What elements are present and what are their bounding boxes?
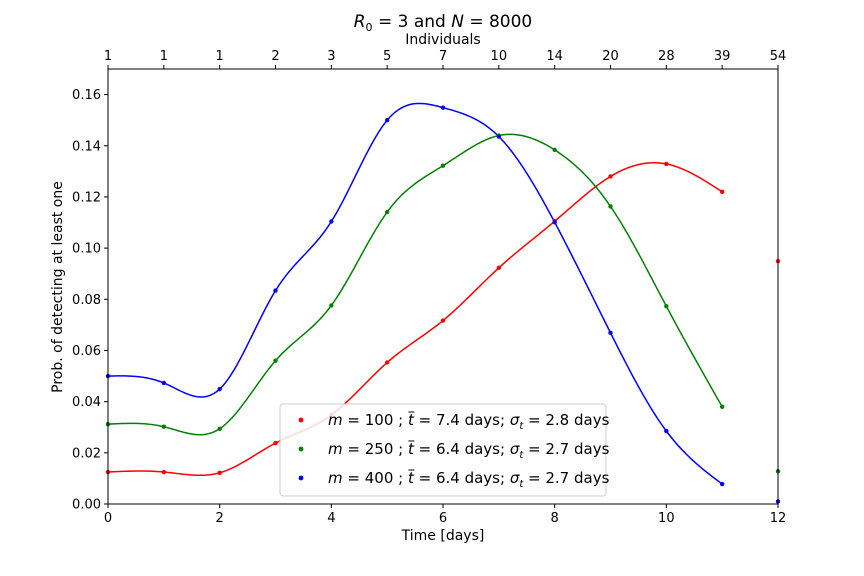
series-1-point <box>719 404 725 409</box>
legend: m = 100 ; t = 7.4 days; σt = 2.8 days m =… <box>279 403 610 497</box>
series-2-point <box>273 288 278 293</box>
series-1-point <box>329 303 334 308</box>
series-1-point <box>664 304 669 309</box>
legend-box <box>279 403 607 497</box>
top-tick-label: 1 <box>160 49 168 64</box>
series-0-point <box>384 360 390 365</box>
y-axis-label: Prob. of detecting at least one <box>50 181 66 393</box>
axis-ticks: 0 2 4 6 8 10 120.000.020.040.060.080.100.120.1… <box>72 49 786 526</box>
legend-entry: m = 400 ; t = 6.4 days; σt = 2.7 days <box>328 469 610 490</box>
y-tick-label: 0.04 <box>72 395 101 410</box>
series-1-curve <box>107 133 723 436</box>
series-1-point <box>273 358 278 363</box>
top-tick-label: 1 <box>104 49 112 64</box>
y-tick-label: 0.02 <box>72 446 101 461</box>
y-tick-label: 0.00 <box>72 498 101 513</box>
x-tick-label: 4 <box>327 511 335 526</box>
y-tick-label: 0.16 <box>72 88 101 103</box>
series-0-point <box>664 161 669 167</box>
title-mid: = 3 and <box>373 12 452 32</box>
series-0-point <box>161 469 167 475</box>
top-tick-label: 7 <box>439 49 447 64</box>
series-1-point <box>384 209 390 215</box>
title-n: N <box>451 12 464 32</box>
top-tick-label: 3 <box>327 49 335 64</box>
series-1-point <box>217 426 222 431</box>
top-tick-label: 20 <box>602 49 619 64</box>
y-tick-label: 0.12 <box>72 190 101 205</box>
series-0-point <box>217 470 222 475</box>
title-r: R <box>354 12 366 32</box>
top-tick-label: 14 <box>546 49 563 64</box>
top-tick-label: 54 <box>770 49 787 64</box>
chart-title: R0 = 3 and N = 8000 <box>354 12 533 34</box>
legend-entry: m = 100 ; t = 7.4 days; σt = 2.8 days <box>328 411 610 432</box>
series-2-point <box>329 219 334 224</box>
series-1-point <box>161 424 167 429</box>
series-2-point <box>496 134 502 139</box>
legend-entry: m = 250 ; t = 6.4 days; σt = 2.7 days <box>328 440 610 461</box>
legend-marker <box>298 475 304 481</box>
series-0-curve <box>107 162 723 477</box>
y-tick-label: 0.06 <box>72 344 101 359</box>
plot-frame <box>107 68 779 505</box>
data-points <box>105 105 781 504</box>
x-tick-label: 10 <box>658 511 675 526</box>
title-end: = 8000 <box>464 12 532 32</box>
top-axis-label: Individuals <box>405 32 480 48</box>
x-tick-label: 12 <box>770 511 787 526</box>
series-2-point <box>719 481 725 487</box>
series-1-point <box>440 163 446 168</box>
series-2-point <box>440 105 446 110</box>
series-0-point <box>608 174 613 179</box>
x-tick-label: 0 <box>104 511 112 526</box>
series-2-point <box>664 428 669 434</box>
top-tick-label: 28 <box>658 49 675 64</box>
series-2-point <box>552 220 557 225</box>
x-tick-label: 2 <box>216 511 224 526</box>
series-2-point <box>608 330 613 336</box>
series-2-curve <box>107 102 723 485</box>
series-0-point <box>440 318 446 323</box>
top-tick-label: 2 <box>271 49 279 64</box>
series-2-point <box>384 117 390 123</box>
series-0-point <box>719 189 725 195</box>
series-1-point <box>552 147 557 153</box>
series-1-point <box>608 204 613 209</box>
title-subscript: 0 <box>366 21 373 34</box>
y-tick-label: 0.14 <box>72 139 101 154</box>
top-tick-label: 39 <box>714 49 731 64</box>
series-2-point <box>217 386 222 392</box>
top-tick-label: 10 <box>491 49 508 64</box>
legend-marker <box>298 417 304 423</box>
x-axis-label: Time [days] <box>401 528 485 544</box>
top-tick-label: 1 <box>216 49 224 64</box>
series-2-point <box>161 380 167 386</box>
y-tick-label: 0.08 <box>72 293 101 308</box>
series-0-point <box>496 265 502 271</box>
y-tick-label: 0.10 <box>72 242 101 257</box>
fit-curves <box>107 102 723 485</box>
top-tick-label: 5 <box>383 49 391 64</box>
series-0-point <box>273 440 278 446</box>
x-tick-label: 6 <box>439 511 447 526</box>
legend-marker <box>298 446 304 452</box>
x-tick-label: 8 <box>551 511 559 526</box>
